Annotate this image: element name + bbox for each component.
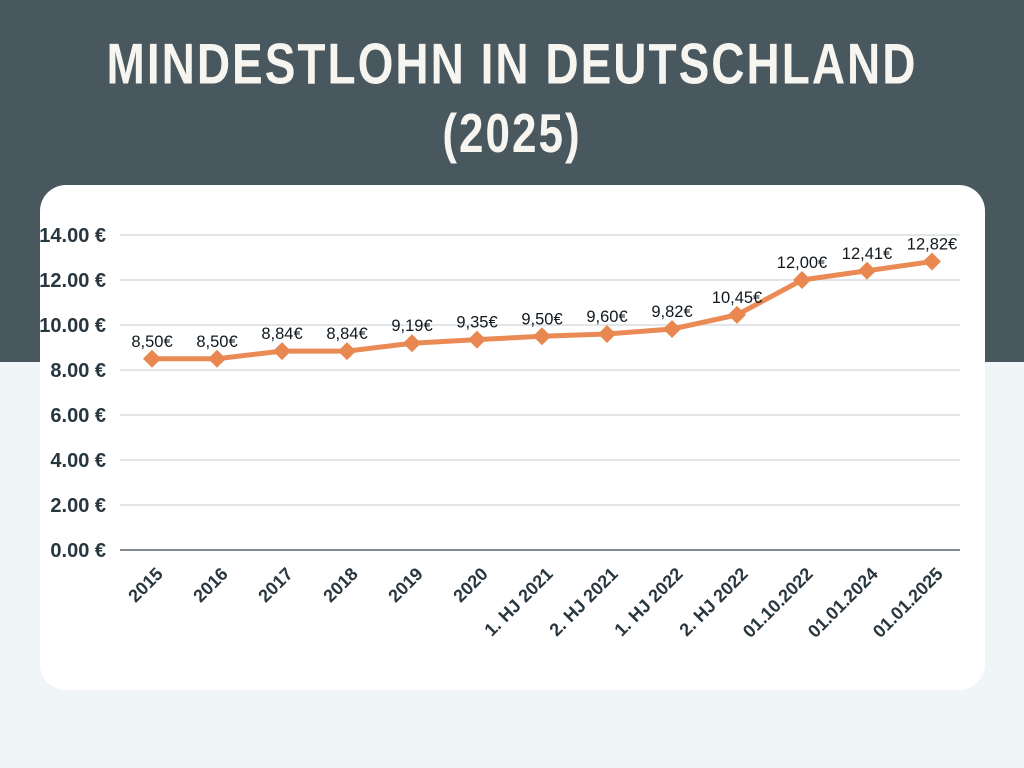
data-point-marker (338, 342, 356, 361)
data-label: 8,84€ (326, 325, 367, 343)
data-point-marker (468, 330, 486, 349)
data-point-marker (923, 252, 941, 271)
y-tick-label: 2.00 € (50, 495, 106, 517)
data-point-marker (533, 327, 551, 346)
x-tick-label: 1. HJ 2021 (480, 564, 556, 640)
data-label: 12,82€ (907, 236, 957, 254)
y-tick-label: 4.00 € (50, 450, 106, 472)
data-label: 8,50€ (196, 333, 237, 351)
y-tick-label: 14.00 € (39, 225, 106, 247)
x-tick-label: 2017 (254, 564, 296, 606)
data-label: 9,82€ (651, 303, 692, 321)
x-tick-label: 01.01.2025 (869, 564, 947, 642)
x-tick-label: 2015 (124, 564, 166, 606)
data-point-marker (663, 320, 681, 339)
x-tick-label: 2016 (189, 564, 231, 606)
data-label: 10,45€ (712, 289, 762, 307)
data-point-marker (208, 349, 226, 368)
y-tick-label: 8.00 € (50, 360, 106, 382)
page-subtitle: (2025) (442, 103, 582, 165)
page-title: MINDESTLOHN IN DEUTSCHLAND (106, 31, 918, 96)
data-label: 9,19€ (391, 317, 432, 335)
data-label: 12,41€ (842, 245, 892, 263)
data-point-marker (858, 261, 876, 280)
data-point-marker (793, 271, 811, 289)
data-label: 9,50€ (521, 310, 562, 328)
x-tick-label: 2020 (449, 564, 491, 606)
data-label: 9,35€ (456, 314, 497, 332)
y-tick-label: 12.00 € (39, 270, 106, 292)
x-tick-label: 2019 (384, 564, 426, 606)
x-tick-label: 2. HJ 2021 (545, 564, 621, 640)
y-tick-label: 6.00 € (50, 405, 106, 427)
title-block: MINDESTLOHN IN DEUTSCHLAND (2025) (0, 26, 1024, 164)
data-point-marker (598, 325, 616, 343)
y-tick-label: 10.00 € (39, 315, 106, 337)
data-point-marker (143, 349, 161, 368)
x-tick-label: 1. HJ 2022 (610, 564, 686, 640)
chart-card: 0.00 € 2.00 € 4.00 € 6.00 € 8.00 € 10.00 € 12.… (39, 185, 985, 690)
data-label: 12,00€ (777, 254, 827, 272)
data-point-marker (728, 305, 746, 324)
y-tick-label: 0.00 € (50, 540, 106, 562)
data-label: 9,60€ (586, 308, 627, 326)
data-label: 8,50€ (131, 333, 172, 351)
data-point-marker (403, 334, 421, 353)
data-point-marker (273, 342, 291, 361)
x-tick-label: 2018 (319, 564, 361, 606)
minimum-wage-line-chart: 0.00 € 2.00 € 4.00 € 6.00 € 8.00 € 10.00 € 12.… (39, 225, 960, 642)
data-label: 8,84€ (261, 325, 302, 343)
